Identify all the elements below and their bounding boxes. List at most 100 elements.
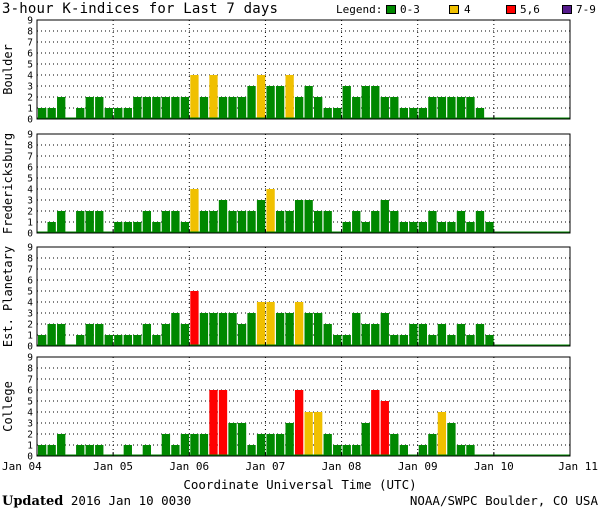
bar — [133, 222, 142, 233]
bar — [142, 211, 152, 233]
y-tick-label: 1 — [27, 104, 33, 115]
bar — [428, 335, 437, 346]
bar — [428, 434, 437, 456]
bar — [304, 412, 313, 456]
x-tick-label: Jan 04 — [2, 460, 42, 473]
bar — [294, 302, 304, 346]
bar — [38, 335, 47, 346]
bar — [323, 324, 332, 346]
legend-label-0-3: 0-3 — [400, 3, 420, 16]
bar — [76, 108, 85, 119]
bar — [447, 423, 456, 456]
bar — [209, 390, 218, 456]
bar — [47, 445, 56, 456]
bar — [304, 200, 313, 233]
bar — [342, 445, 351, 456]
legend: Legend: 0-3 4 5,6 7-9 — [336, 3, 598, 17]
bar — [199, 313, 209, 346]
bar — [361, 222, 370, 233]
bar — [104, 335, 113, 346]
bar — [237, 211, 247, 233]
bar — [114, 222, 123, 233]
bar — [266, 86, 275, 119]
y-tick-label: 0 — [27, 229, 33, 240]
legend-swatch-7-9 — [562, 5, 572, 14]
bar — [161, 211, 171, 233]
y-tick-label: 3 — [27, 196, 33, 207]
bar — [190, 189, 199, 233]
panel-frame — [36, 246, 571, 347]
bar — [142, 97, 152, 119]
bar — [380, 97, 389, 119]
bar — [456, 97, 466, 119]
y-tick-label: 8 — [27, 27, 33, 38]
bar — [361, 423, 370, 456]
y-tick-label: 2 — [27, 320, 33, 331]
bar — [76, 335, 85, 346]
y-tick-label: 6 — [27, 386, 33, 397]
bar — [237, 97, 247, 119]
bar — [152, 335, 161, 346]
x-tick-label: Jan 06 — [169, 460, 209, 473]
bar — [371, 390, 380, 456]
bar — [275, 86, 285, 119]
bar — [323, 434, 332, 456]
series-label: Boulder — [1, 44, 15, 95]
bar — [47, 222, 56, 233]
bar — [428, 211, 437, 233]
y-tick-label: 1 — [27, 218, 33, 229]
bar — [95, 445, 104, 456]
x-tick-label: Jan 07 — [246, 460, 286, 473]
bar — [123, 108, 132, 119]
bar — [285, 423, 294, 456]
bar — [485, 222, 494, 233]
y-tick-label: 5 — [27, 287, 33, 298]
x-tick-label: Jan 10 — [474, 460, 514, 473]
bar — [456, 324, 466, 346]
bar — [161, 324, 171, 346]
bar — [209, 313, 218, 346]
y-tick-label: 6 — [27, 49, 33, 60]
y-tick-label: 0 — [27, 342, 33, 353]
bar — [95, 324, 104, 346]
bar — [180, 324, 190, 346]
series-label: Fredericksburg — [1, 133, 15, 234]
y-tick-label: 4 — [27, 185, 33, 196]
bar — [180, 434, 190, 456]
bar — [333, 335, 342, 346]
y-tick-label: 7 — [27, 38, 33, 49]
bar — [437, 97, 447, 119]
y-tick-label: 0 — [27, 115, 33, 126]
bar — [275, 211, 285, 233]
bar — [190, 291, 199, 346]
x-tick-label: Jan 08 — [322, 460, 362, 473]
bar — [57, 211, 66, 233]
bar — [123, 222, 132, 233]
bar — [485, 335, 494, 346]
bar — [314, 97, 323, 119]
bar — [342, 86, 351, 119]
bar — [237, 324, 247, 346]
bar — [123, 445, 132, 456]
bar — [475, 108, 485, 119]
bar — [380, 200, 389, 233]
y-tick-label: 7 — [27, 265, 33, 276]
bar — [114, 335, 123, 346]
legend-title: Legend: — [336, 3, 383, 16]
bar — [390, 335, 399, 346]
bar — [352, 313, 361, 346]
bar — [190, 75, 199, 119]
y-tick-label: 8 — [27, 364, 33, 375]
bar — [95, 97, 104, 119]
bar — [418, 108, 428, 119]
y-tick-label: 9 — [27, 353, 33, 364]
bar — [133, 335, 142, 346]
bar — [466, 97, 475, 119]
bar — [256, 75, 266, 119]
bar — [247, 86, 256, 119]
bar — [352, 445, 361, 456]
bar — [437, 324, 447, 346]
y-tick-label: 4 — [27, 71, 33, 82]
bar — [142, 445, 152, 456]
bar — [352, 211, 361, 233]
